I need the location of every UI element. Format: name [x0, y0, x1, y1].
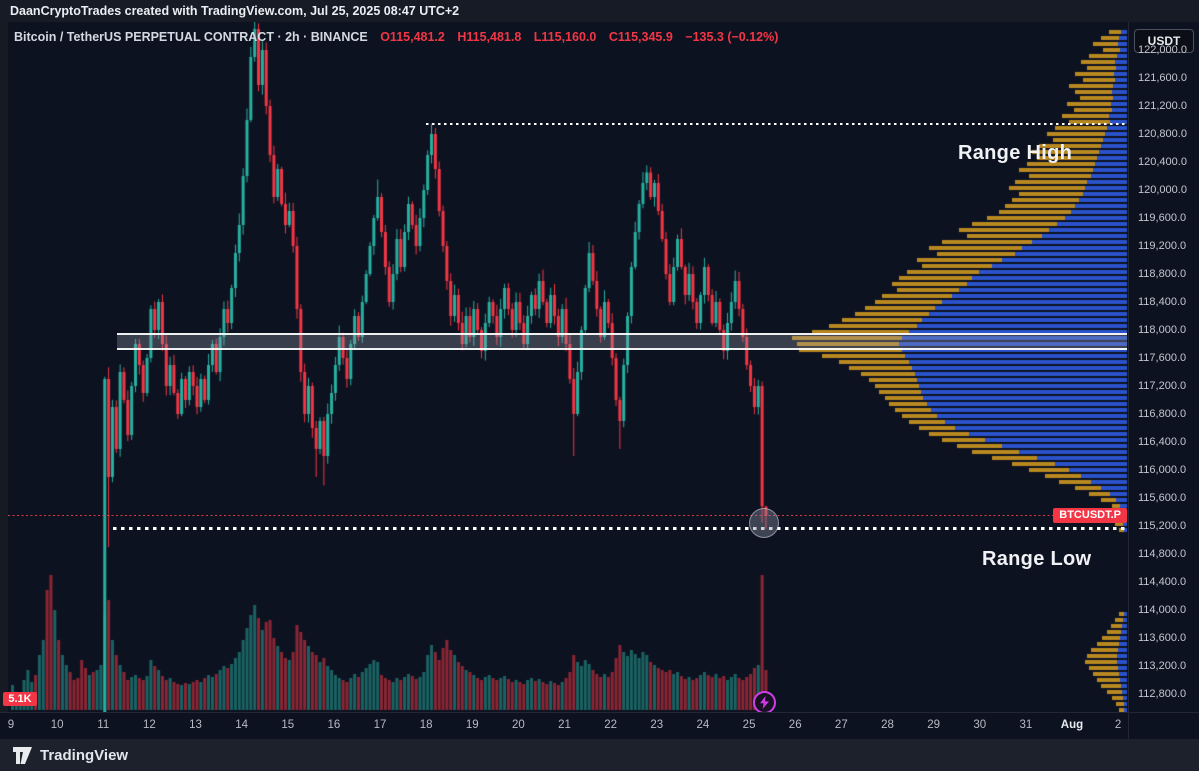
ohlc-close: C115,345.9: [608, 30, 673, 44]
currency-toggle-button[interactable]: USDT: [1134, 29, 1194, 53]
time-tick-label: 24: [696, 719, 710, 731]
range-high-text[interactable]: Range High: [958, 141, 1073, 164]
price-tick-label: 119,200.0: [1138, 239, 1187, 252]
axis-corner-separator: [1128, 713, 1129, 740]
price-tick-label: 113,600.0: [1138, 631, 1187, 644]
time-tick-label: 12: [142, 719, 156, 731]
time-tick-label: 15: [281, 719, 295, 731]
attribution-bar: DaanCryptoTrades created with TradingVie…: [0, 0, 1199, 22]
price-tick-label: 117,200.0: [1138, 379, 1187, 392]
time-tick-label: 13: [189, 719, 202, 731]
price-tick-label: 117,600.0: [1138, 351, 1187, 364]
time-tick-label: 20: [512, 719, 525, 731]
time-tick-label: 30: [973, 719, 987, 731]
symbol-legend[interactable]: Bitcoin / TetherUS PERPETUAL CONTRACT · …: [14, 30, 778, 44]
ohlc-high: H115,481.8: [457, 30, 522, 44]
price-tick-label: 113,200.0: [1138, 659, 1187, 672]
tradingview-logo-icon[interactable]: [13, 746, 32, 764]
volume-flash-event-icon[interactable]: [753, 691, 777, 714]
current-price-dotted-line: [8, 514, 1127, 517]
price-tick-label: 114,400.0: [1138, 575, 1187, 588]
time-tick-label: 10: [50, 719, 64, 731]
price-tick-label: 112,800.0: [1138, 687, 1187, 700]
time-tick-label: 21: [558, 719, 571, 731]
price-axis[interactable]: USDT 122,000.0 121,600.0 121,200.0 120,800.…: [1128, 22, 1199, 712]
ohlc-low: L115,160.0: [533, 30, 597, 44]
time-tick-label: 9: [7, 719, 15, 731]
price-tick-label: 116,000.0: [1138, 463, 1187, 476]
price-tick-label: 118,800.0: [1138, 267, 1187, 280]
price-tick-label: 120,400.0: [1138, 155, 1187, 168]
range-low-dotted-line[interactable]: [113, 526, 1127, 530]
ohlc-open: O115,481.2: [380, 30, 445, 44]
time-tick-label: 17: [373, 719, 387, 731]
time-tick-label: Aug: [1060, 719, 1084, 731]
symbol-price-tag: BTCUSDT.P: [1053, 507, 1127, 523]
price-tick-label: 121,600.0: [1138, 72, 1187, 84]
range-high-dotted-line[interactable]: [426, 122, 1127, 125]
price-tick-label: 115,600.0: [1138, 491, 1187, 504]
time-tick-label: 16: [327, 719, 341, 731]
time-tick-label: 26: [788, 719, 802, 731]
time-tick-label: 18: [419, 719, 433, 731]
time-tick-label: 25: [742, 719, 756, 731]
price-tick-label: 114,800.0: [1138, 547, 1187, 560]
time-tick-label: 2: [1114, 719, 1122, 731]
time-tick-label: 29: [927, 719, 940, 731]
time-axis[interactable]: 9 10 11 12 13 14 15 16 17 18 19 20 21 22 23 24 25 26 27 28 2…: [0, 712, 1199, 740]
time-tick-label: 31: [1019, 719, 1033, 731]
time-tick-label: 11: [97, 719, 110, 731]
price-tick-label: 121,200.0: [1138, 99, 1187, 112]
time-tick-label: 19: [465, 719, 479, 731]
price-tick-label: 115,200.0: [1138, 519, 1187, 532]
time-tick-label: 27: [834, 719, 848, 731]
price-tick-label: 118,400.0: [1138, 295, 1187, 308]
tradingview-brand-name[interactable]: TradingView: [40, 746, 129, 764]
symbol-description[interactable]: Bitcoin / TetherUS PERPETUAL CONTRACT · …: [14, 30, 368, 44]
price-tick-label: 120,800.0: [1138, 127, 1187, 140]
current-volume-label: 5.1K: [3, 692, 37, 706]
change-value: −135.3 (−0.12%): [685, 30, 779, 44]
price-tick-label: 116,800.0: [1138, 407, 1187, 420]
time-tick-label: 22: [604, 719, 618, 731]
range-low-text[interactable]: Range Low: [982, 547, 1092, 570]
left-edge-strip: [0, 22, 8, 739]
price-tick-label: 122,000.0: [1138, 44, 1187, 56]
low-sweep-circle-marker[interactable]: [749, 507, 780, 538]
price-tick-label: 118,000.0: [1138, 323, 1187, 336]
time-tick-label: 23: [650, 719, 664, 731]
range-mid-box[interactable]: [117, 333, 1127, 351]
time-tick-label: 28: [881, 719, 894, 731]
price-tick-label: 114,000.0: [1138, 603, 1187, 616]
price-tick-label: 116,400.0: [1138, 435, 1187, 448]
lightning-bolt-icon: [760, 696, 770, 709]
price-tick-label: 120,000.0: [1138, 183, 1187, 196]
attribution-text: DaanCryptoTrades created with TradingVie…: [10, 4, 460, 18]
price-tick-label: 119,600.0: [1138, 211, 1187, 224]
tradingview-brand-bar: TradingView: [0, 739, 1199, 771]
time-tick-label: 14: [235, 719, 249, 731]
